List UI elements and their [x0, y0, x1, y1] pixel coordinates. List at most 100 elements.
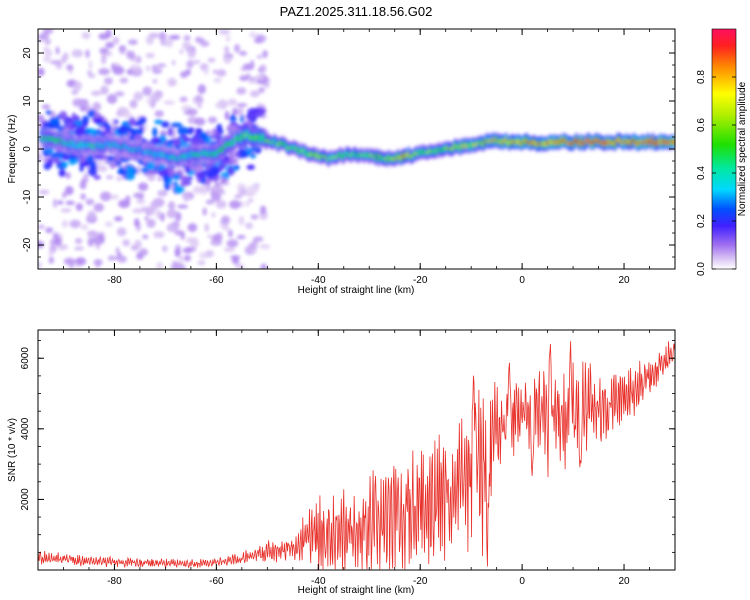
spectrogram-cloud-cell: [172, 181, 179, 187]
spectrogram-noise-cell: [259, 205, 267, 215]
spectrogram-noise-cell: [211, 192, 222, 202]
colorbar-tick-label: 0.0: [696, 262, 707, 276]
spectrogram-noise-cell: [100, 191, 112, 202]
spectrogram-noise-cell: [105, 174, 114, 180]
spectrogram-noise-cell: [55, 46, 60, 55]
spectrogram-cloud-cell: [126, 165, 134, 174]
spectrogram-noise-cell: [94, 237, 102, 247]
spectrogram-noise-cell: [115, 246, 120, 255]
spectrogram-noise-cell: [73, 80, 82, 91]
snr-x-tick-label: -80: [107, 576, 122, 587]
spectrogram-cloud-cell: [93, 117, 104, 125]
spectrogram-noise-cell: [170, 80, 177, 86]
spectrogram-noise-cell: [249, 31, 257, 38]
spectrogram-noise-cell: [104, 221, 113, 227]
colorbar-label: Normalized spectral amplitude: [737, 81, 748, 216]
spectrogram-noise-cell: [134, 239, 142, 250]
spectrogram-ridge-cell: [672, 140, 675, 144]
spectrogram-noise-cell: [151, 67, 163, 75]
spectrogram-noise-cell: [258, 87, 265, 93]
spectrogram-noise-cell: [251, 248, 258, 254]
spectrogram-noise-cell: [129, 64, 141, 71]
spectrogram-cloud-cell: [192, 136, 201, 147]
spectrogram-noise-cell: [138, 248, 149, 256]
spectrogram-noise-cell: [45, 227, 54, 234]
spectrogram-x-ticks: -80 -60 -40 -20 0 20: [63, 29, 676, 286]
spectrogram-noise-cell: [228, 229, 233, 238]
colorbar: 0.0 0.2 0.4 0.6 0.8 Normalized spectral ampl…: [696, 28, 748, 276]
spectrogram-noise-cell: [61, 219, 68, 228]
spectrogram-noise-cell: [79, 181, 87, 190]
spectrogram-y-tick-label: -20: [22, 237, 33, 252]
spectrogram-noise-cell: [118, 199, 130, 209]
spectrogram-x-tick-label: -60: [209, 275, 224, 286]
spectrogram-noise-cell: [134, 218, 140, 227]
spectrogram-cloud-cell: [113, 119, 119, 125]
spectrogram-noise-cell: [194, 117, 206, 126]
spectrogram-cloud-cell: [162, 174, 170, 183]
spectrogram-noise-cell: [60, 54, 67, 64]
spectrogram-noise-cell: [234, 263, 245, 269]
spectrogram-noise-cell: [114, 216, 123, 222]
spectrogram-x-tick-label: 20: [618, 275, 630, 286]
spectrogram-cloud-cell: [199, 131, 209, 141]
spectrogram-x-tick-label: -40: [311, 275, 326, 286]
spectrogram-noise-cell: [157, 176, 163, 182]
spectrogram-noise-cell: [69, 219, 81, 229]
spectrogram-noise-cell: [126, 50, 132, 59]
spectrogram-cloud-cell: [195, 171, 206, 179]
spectrogram-noise-cell: [63, 257, 76, 266]
spectrogram-cloud-cell: [227, 166, 235, 176]
spectrogram-noise-cell: [166, 209, 178, 219]
spectrogram-noise-cell: [54, 237, 62, 246]
spectrogram-noise-cell: [231, 257, 240, 265]
snr-x-tick-label: -60: [209, 576, 224, 587]
spectrogram-cloud-cell: [128, 117, 136, 127]
spectrogram-noise-cell: [97, 165, 108, 173]
spectrogram-noise-cell: [105, 41, 115, 49]
spectrogram-noise-cell: [144, 216, 149, 221]
spectrogram-noise-cell: [206, 234, 213, 239]
spectrogram-cloud-cell: [191, 165, 197, 171]
spectrogram-noise-cell: [236, 102, 248, 108]
spectrogram-noise-cell: [260, 263, 268, 269]
spectrogram-noise-cell: [107, 255, 117, 261]
spectrogram-noise-cell: [162, 245, 168, 253]
spectrogram-noise-cell: [119, 50, 126, 55]
spectrogram-noise-cell: [83, 172, 89, 180]
snr-x-axis-label: Height of straight line (km): [298, 585, 415, 596]
spectrogram-noise-cell: [127, 39, 138, 45]
spectrogram-noise-cell: [60, 208, 72, 213]
spectrogram-cloud-cell: [78, 156, 86, 163]
spectrogram-cloud-cell: [132, 128, 144, 135]
spectrogram-cloud-cell: [232, 107, 239, 116]
spectrogram-noise-cell: [135, 198, 146, 205]
spectrogram-noise-cell: [195, 94, 203, 103]
spectrogram-cloud-cell: [150, 137, 162, 145]
spectrogram-cloud-cell: [246, 147, 252, 156]
spectrogram-noise-cell: [164, 38, 174, 48]
spectrogram-noise-cell: [197, 260, 206, 266]
spectrogram-noise-cell: [229, 200, 241, 209]
spectrogram-noise-cell: [187, 223, 198, 233]
spectrogram-noise-cell: [156, 63, 167, 68]
spectrogram-noise-cell: [57, 200, 64, 205]
colorbar-tick-label: 0.6: [696, 118, 707, 132]
spectrogram-noise-cell: [42, 29, 54, 34]
snr-y-axis-label: SNR (10 * v/v): [7, 418, 18, 482]
spectrogram-cloud-cell: [68, 155, 75, 160]
spectrogram-noise-cell: [192, 60, 201, 65]
spectrogram-noise-cell: [183, 195, 189, 202]
colorbar-tick-label: 0.8: [696, 70, 707, 84]
spectrogram-noise-cell: [81, 31, 91, 40]
spectrogram-noise-cell: [234, 194, 243, 199]
spectrogram-cloud-cell: [79, 166, 85, 172]
spectrogram-noise-cell: [42, 46, 49, 52]
spectrogram-cloud-cell: [219, 162, 225, 172]
spectrogram-noise-cell: [80, 193, 86, 200]
spectrogram-noise-cell: [223, 247, 236, 253]
spectrogram-cloud-cell: [45, 110, 52, 115]
spectrogram-cloud-cell: [117, 169, 127, 176]
spectrogram-cloud-cell: [89, 160, 97, 170]
spectrogram-noise-cell: [197, 103, 202, 109]
